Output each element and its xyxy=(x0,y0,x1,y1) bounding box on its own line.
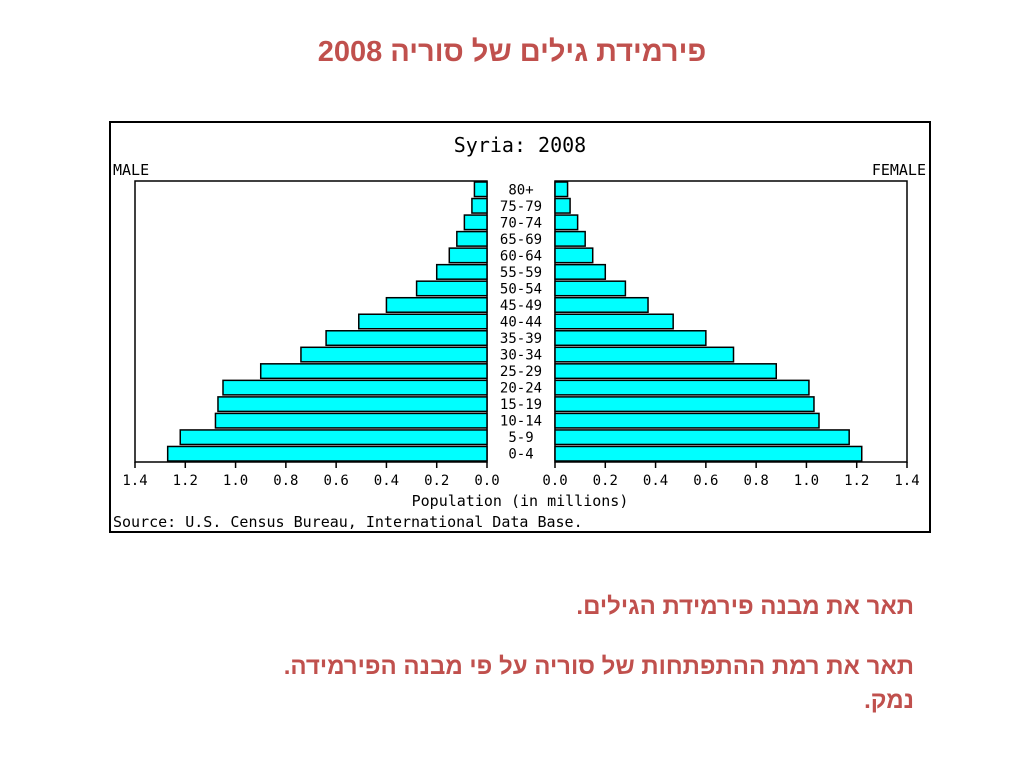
male-bar-80+ xyxy=(473,181,488,198)
male-bar-0-4 xyxy=(166,445,488,462)
female-bar-30-34 xyxy=(554,346,735,363)
female-label: FEMALE xyxy=(872,161,926,179)
male-bar-35-39 xyxy=(325,330,488,347)
female-bar-65-69 xyxy=(554,230,586,247)
female-tick-label: 1.0 xyxy=(794,473,819,489)
female-bar-70-74 xyxy=(554,214,579,231)
male-bar-25-29 xyxy=(259,363,488,380)
female-bar-20-24 xyxy=(554,379,810,396)
female-bar-5-9 xyxy=(554,429,850,446)
male-bar-5-9 xyxy=(179,429,488,446)
age-label-30-34: 30-34 xyxy=(500,348,542,364)
female-tick-label: 0.6 xyxy=(693,473,718,489)
age-label-15-19: 15-19 xyxy=(500,397,542,413)
x-axis-label: Population (in millions) xyxy=(412,492,629,510)
age-label-25-29: 25-29 xyxy=(500,364,542,380)
age-label-70-74: 70-74 xyxy=(500,215,542,231)
male-bar-10-14 xyxy=(214,412,488,429)
slide-title: פירמידת גילים של סוריה 2008 xyxy=(317,36,707,68)
female-bar-55-59 xyxy=(554,263,607,280)
female-bar-40-44 xyxy=(554,313,674,330)
age-label-60-64: 60-64 xyxy=(500,248,542,264)
female-tick-label: 1.2 xyxy=(844,473,869,489)
age-label-65-69: 65-69 xyxy=(500,232,542,248)
male-bar-50-54 xyxy=(415,280,488,297)
male-tick-label: 1.2 xyxy=(173,473,198,489)
male-bar-55-59 xyxy=(435,263,488,280)
male-bar-75-79 xyxy=(471,197,488,214)
female-bar-10-14 xyxy=(554,412,820,429)
male-tick-label: 1.0 xyxy=(223,473,248,489)
female-bar-25-29 xyxy=(554,363,778,380)
male-label: MALE xyxy=(113,161,149,179)
male-tick-label: 1.4 xyxy=(122,473,147,489)
source-note: Source: U.S. Census Bureau, Internationa… xyxy=(113,513,583,531)
age-label-20-24: 20-24 xyxy=(500,381,542,397)
age-label-55-59: 55-59 xyxy=(500,265,542,281)
pyramid-svg: Syria: 2008 MALE FEMALE Population (in m… xyxy=(113,133,926,531)
age-label-10-14: 10-14 xyxy=(500,414,542,430)
male-tick-label: 0.2 xyxy=(424,473,449,489)
age-label-75-79: 75-79 xyxy=(500,199,542,215)
question-2: תאר את רמת ההתפתחות של סוריה על פי מבנה … xyxy=(283,653,914,714)
question-1: תאר את מבנה פירמידת הגילים. xyxy=(576,593,914,620)
female-bar-60-64 xyxy=(554,247,594,264)
female-tick-label: 0.4 xyxy=(643,473,668,489)
female-tick-label: 0.8 xyxy=(743,473,768,489)
male-bar-45-49 xyxy=(385,296,488,313)
male-tick-label: 0.0 xyxy=(474,473,499,489)
female-tick-label: 0.0 xyxy=(542,473,567,489)
male-bar-20-24 xyxy=(222,379,488,396)
age-label-5-9: 5-9 xyxy=(508,430,533,446)
male-bar-70-74 xyxy=(463,214,488,231)
female-tick-label: 1.4 xyxy=(894,473,919,489)
age-label-80+: 80+ xyxy=(508,182,533,198)
female-bar-75-79 xyxy=(554,197,571,214)
age-label-45-49: 45-49 xyxy=(500,298,542,314)
male-bar-15-19 xyxy=(217,396,488,413)
age-label-40-44: 40-44 xyxy=(500,315,542,331)
male-tick-label: 0.4 xyxy=(374,473,399,489)
age-label-0-4: 0-4 xyxy=(508,447,533,463)
chart-title: Syria: 2008 xyxy=(454,133,586,157)
age-label-50-54: 50-54 xyxy=(500,281,542,297)
male-bar-65-69 xyxy=(456,230,488,247)
male-tick-label: 0.8 xyxy=(273,473,298,489)
population-pyramid-chart: Syria: 2008 MALE FEMALE Population (in m… xyxy=(109,121,931,533)
female-bar-80+ xyxy=(554,181,569,198)
male-tick-label: 0.6 xyxy=(323,473,348,489)
female-bar-15-19 xyxy=(554,396,815,413)
female-bar-50-54 xyxy=(554,280,627,297)
female-bar-0-4 xyxy=(554,445,863,462)
female-tick-label: 0.2 xyxy=(593,473,618,489)
male-bar-30-34 xyxy=(300,346,488,363)
age-label-35-39: 35-39 xyxy=(500,331,542,347)
male-bar-60-64 xyxy=(448,247,488,264)
male-bar-40-44 xyxy=(358,313,488,330)
female-bar-35-39 xyxy=(554,330,707,347)
female-bar-45-49 xyxy=(554,296,649,313)
